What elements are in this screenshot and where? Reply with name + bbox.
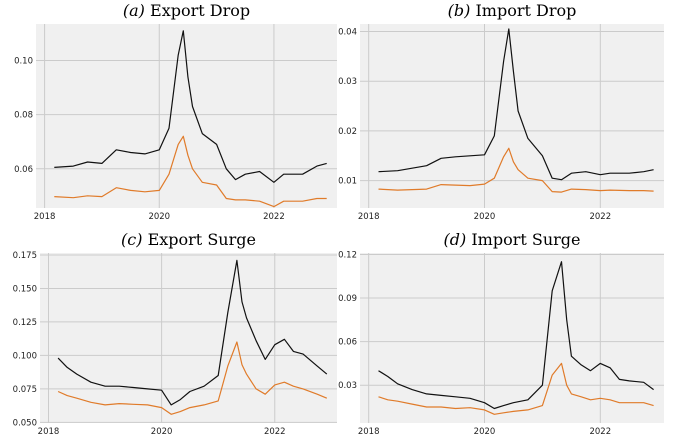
y-tick-label: 0.06	[338, 338, 357, 348]
panel-label: (a)	[123, 1, 145, 20]
x-tick-label: 2020	[151, 427, 173, 437]
x-tick-label: 2018	[358, 212, 380, 222]
panel-title: (a) Export Drop	[123, 1, 250, 20]
x-tick-label: 2022	[589, 212, 611, 222]
x-tick-label: 2018	[358, 427, 380, 437]
y-tick-label: 0.03	[338, 381, 357, 391]
panel-label: (b)	[448, 1, 471, 20]
x-tick-label: 2020	[474, 212, 496, 222]
y-tick-label: 0.075	[13, 385, 37, 395]
panel-a: 2018 2020 2022 0.06 0.08 0.10 (a) Export Drop	[14, 1, 337, 222]
panel-label: (d)	[444, 230, 467, 249]
x-tick-label: 2022	[589, 427, 611, 437]
y-tick-label: 0.02	[338, 127, 357, 137]
y-tick-label: 0.175	[13, 251, 37, 261]
panel-title-text: Import Drop	[475, 1, 576, 20]
x-tick-label: 2022	[264, 427, 286, 437]
y-tick-label: 0.03	[338, 77, 357, 87]
series-line-lower	[57, 341, 328, 415]
y-tick-label: 0.08	[14, 111, 33, 121]
y-tick-label: 0.04	[338, 27, 357, 37]
x-tick-label: 2018	[34, 212, 56, 222]
y-tick-label: 0.150	[13, 284, 37, 294]
panel-title: (c) Export Surge	[121, 230, 256, 249]
series-line-upper	[378, 28, 654, 181]
y-tick-label: 0.06	[14, 165, 33, 175]
panel-label: (c)	[121, 230, 142, 249]
panel-title-text: Import Surge	[471, 230, 580, 249]
y-tick-label: 0.01	[338, 177, 357, 187]
plot-background	[40, 253, 337, 423]
y-tick-label: 0.10	[14, 57, 33, 67]
plot-background	[360, 253, 664, 423]
panel-c: 2018 2020 2022 0.050 0.075 0.100 0.125 0.150 0.1…	[13, 230, 337, 437]
series-line-lower	[54, 135, 327, 208]
x-tick-label: 2020	[148, 212, 170, 222]
y-tick-label: 0.050	[13, 418, 37, 428]
panel-title: (d) Import Surge	[444, 230, 581, 249]
y-tick-label: 0.09	[338, 294, 357, 304]
panel-title: (b) Import Drop	[448, 1, 577, 20]
panel-title-text: Export Surge	[148, 230, 256, 249]
series-line-lower	[378, 147, 654, 193]
panel-b: 2018 2020 2022 0.01 0.02 0.03 0.04 (b) Import D…	[338, 1, 664, 222]
x-tick-label: 2022	[263, 212, 285, 222]
y-tick-label: 0.125	[13, 318, 37, 328]
panel-title-text: Export Drop	[150, 1, 250, 20]
panel-d: 2018 2020 2022 0.03 0.06 0.09 0.12 (d) Import S…	[338, 230, 664, 437]
x-tick-label: 2020	[474, 427, 496, 437]
y-tick-label: 0.12	[338, 250, 357, 260]
series-line-lower	[378, 362, 654, 415]
series-line-upper	[378, 261, 654, 410]
x-tick-label: 2018	[38, 427, 60, 437]
series-line-upper	[57, 259, 328, 406]
plot-background	[36, 24, 337, 208]
y-tick-label: 0.100	[13, 351, 37, 361]
series-line-upper	[54, 30, 327, 183]
